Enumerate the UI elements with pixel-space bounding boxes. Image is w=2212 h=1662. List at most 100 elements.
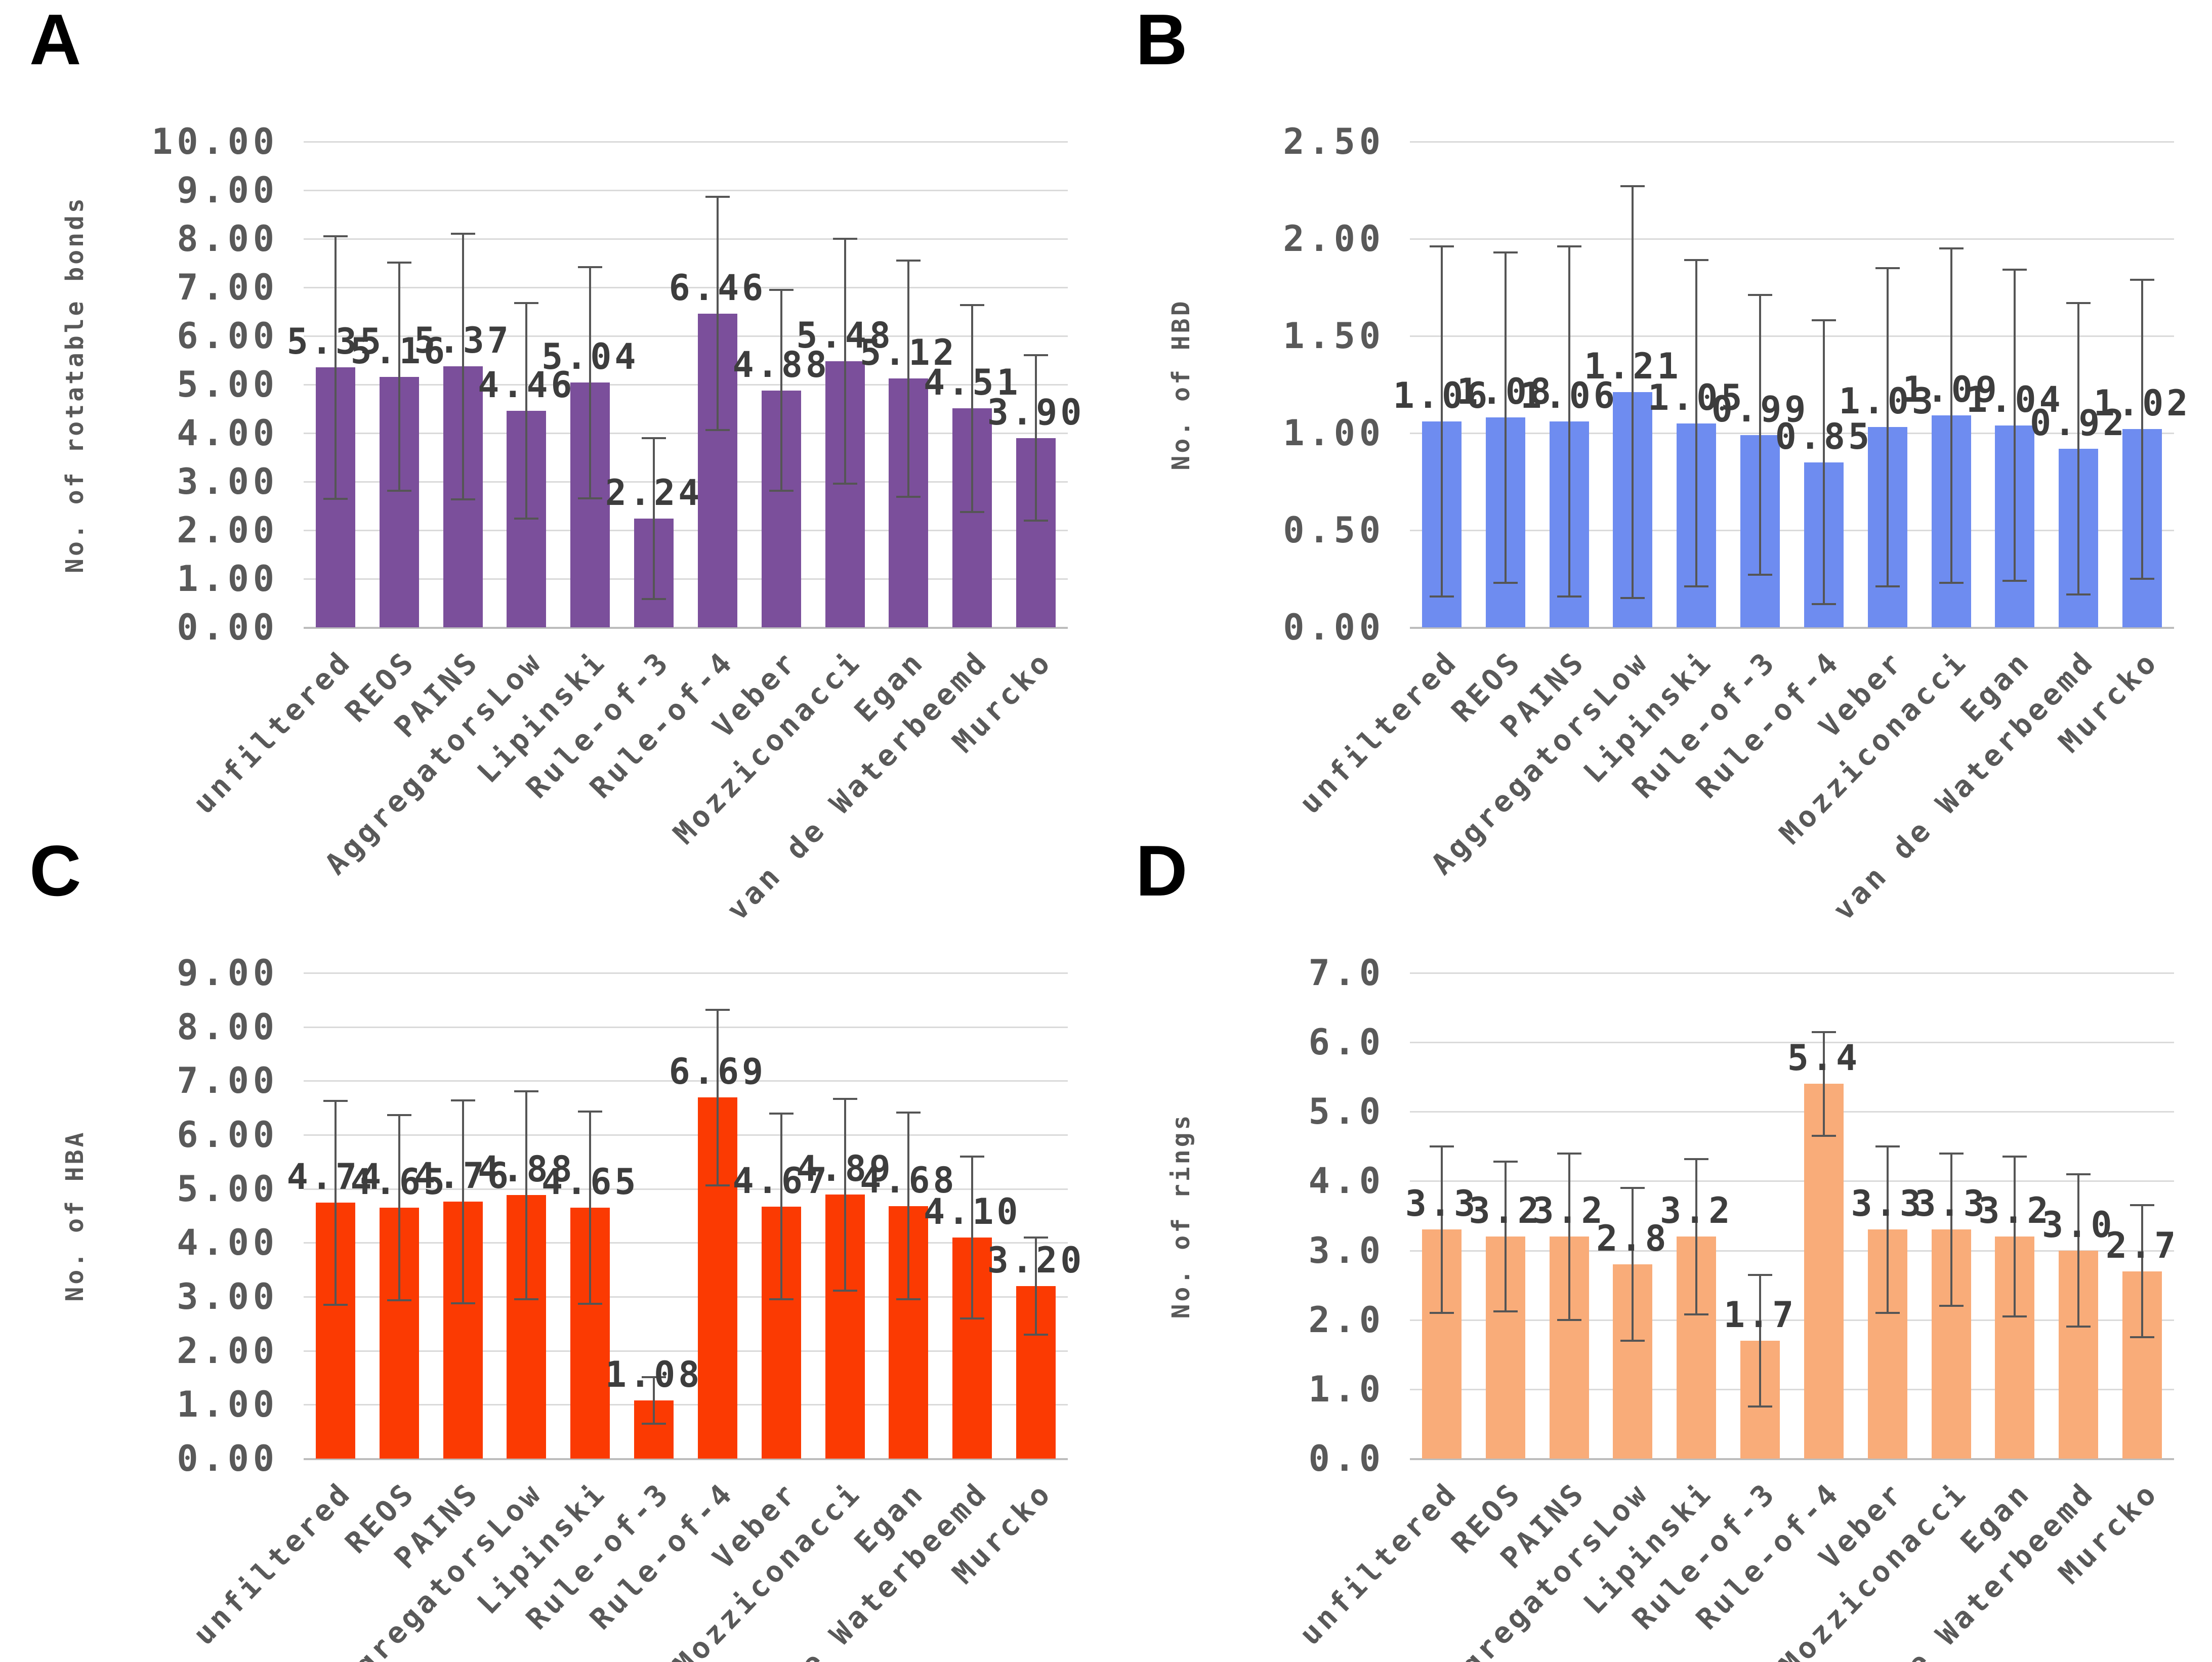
error-bar-cap-top xyxy=(642,437,666,439)
error-bar-line xyxy=(907,261,910,497)
error-bar-cap-top xyxy=(1939,1152,1964,1155)
error-bar-cap-bottom xyxy=(2002,1315,2027,1317)
panel-a: A No. of rotatable bonds 10.00 9.00 8.00 7.… xyxy=(0,0,1106,927)
error-bar-line xyxy=(1759,1274,1762,1407)
error-bar-cap-top xyxy=(2002,1156,2027,1158)
bar-value-label: 0.99 xyxy=(1711,388,1809,430)
error-bar-line xyxy=(1759,295,1762,575)
error-bar-cap-bottom xyxy=(1429,595,1454,598)
y-tick-label: 0.0 xyxy=(1308,1438,1385,1479)
error-bar-cap-bottom xyxy=(1939,581,1964,584)
error-bar-line xyxy=(1568,246,1570,596)
gridline xyxy=(304,1404,1068,1406)
y-tick-label: 0.50 xyxy=(1283,509,1385,551)
bar-value-label: 3.2 xyxy=(1978,1190,2052,1232)
error-bar-line xyxy=(1822,1032,1825,1136)
bar-value-label: 1.04 xyxy=(1966,378,2064,420)
error-bar-cap-top xyxy=(2066,1173,2091,1175)
error-bar-cap-bottom xyxy=(1684,585,1709,588)
error-bar-cap-bottom xyxy=(1684,1313,1709,1315)
bar-value-label: 3.3 xyxy=(1405,1183,1479,1225)
error-bar-cap-bottom xyxy=(578,497,603,499)
error-bar-cap-top xyxy=(1684,1158,1709,1160)
error-bar-cap-bottom xyxy=(2130,578,2155,580)
error-bar-cap-bottom xyxy=(1620,597,1645,600)
y-tick-label: 0.00 xyxy=(1283,607,1385,648)
y-tick-label: 7.00 xyxy=(177,1060,278,1102)
y-tick-label: 6.00 xyxy=(177,315,278,357)
gridline xyxy=(1410,1458,2174,1460)
error-bar-cap-bottom xyxy=(769,490,794,492)
bar-value-label: 2.7 xyxy=(2105,1224,2179,1266)
error-bar-cap-top xyxy=(1748,294,1773,296)
error-bar-cap-top xyxy=(1493,251,1518,253)
gridline xyxy=(304,1134,1068,1136)
y-tick-label: 5.00 xyxy=(177,1168,278,1210)
y-tick-label: 2.00 xyxy=(177,509,278,551)
error-bar-cap-bottom xyxy=(769,1298,794,1301)
y-tick-label: 4.00 xyxy=(177,412,278,454)
error-bar-cap-top xyxy=(1939,247,1964,250)
error-bar-line xyxy=(844,1098,846,1291)
error-bar-line xyxy=(1695,260,1698,587)
error-bar-cap-top xyxy=(2066,302,2091,304)
error-bar-cap-top xyxy=(832,1097,857,1100)
plot-area-a: 10.00 9.00 8.00 7.00 6.00 5.00 4.00 3.00 2.00 1.0… xyxy=(151,124,1081,927)
error-bar-line xyxy=(907,1113,910,1300)
bar-value-label: 3.2 xyxy=(1469,1190,1542,1232)
error-bar-cap-bottom xyxy=(896,495,921,498)
error-bar-cap-bottom xyxy=(323,1304,348,1306)
bar-value-label: 1.21 xyxy=(1584,346,1682,388)
error-bar-line xyxy=(334,1100,337,1305)
error-bar-cap-top xyxy=(896,1112,921,1114)
gridline xyxy=(304,238,1068,240)
error-bar-cap-top xyxy=(1024,354,1049,357)
error-bar-cap-top xyxy=(1748,1273,1773,1276)
bar-value-label: 6.46 xyxy=(669,267,767,309)
error-bar-cap-bottom xyxy=(1557,595,1581,598)
bar-value-label: 2.24 xyxy=(605,472,703,514)
error-bar-cap-top xyxy=(1875,267,1900,269)
error-bar-cap-bottom xyxy=(832,1290,857,1292)
y-tick-label: 1.00 xyxy=(1283,412,1385,454)
y-tick-label: 3.00 xyxy=(177,461,278,502)
bar-value-label: 0.85 xyxy=(1775,415,1873,457)
y-tick-label: 9.00 xyxy=(177,952,278,994)
error-bar-cap-bottom xyxy=(323,497,348,500)
error-bar-cap-top xyxy=(1429,1145,1454,1147)
error-bar-line xyxy=(2141,1205,2144,1337)
error-bar-cap-bottom xyxy=(832,482,857,485)
error-bar-cap-bottom xyxy=(1620,1339,1645,1342)
plot-area-d: 7.0 6.0 5.0 4.0 3.0 2.0 1.0 0.0 3.3 unfiltered 3.2… xyxy=(1292,955,2176,1662)
bar-value-label: 4.76 xyxy=(414,1155,512,1197)
error-bar-cap-bottom xyxy=(642,598,666,601)
error-bar-cap-bottom xyxy=(578,1302,603,1305)
error-bar-line xyxy=(971,305,974,512)
error-bar-line xyxy=(2077,303,2080,594)
gridline xyxy=(304,1458,1068,1460)
error-bar-line xyxy=(334,236,337,499)
error-bar-line xyxy=(1504,252,1507,583)
error-bar-cap-top xyxy=(1811,1031,1836,1033)
error-bar-cap-bottom xyxy=(1875,585,1900,588)
panel-b: B No. of HBD 2.50 2.00 1.50 1.00 0.50 0.00 1.0… xyxy=(1106,0,2212,927)
gridline xyxy=(1410,627,2174,629)
bar-value-label: 3.3 xyxy=(1914,1183,1988,1225)
error-bar-line xyxy=(1440,1146,1443,1313)
error-bar-cap-top xyxy=(769,288,794,291)
error-bar-line xyxy=(1695,1159,1698,1314)
error-bar-line xyxy=(1035,1237,1037,1335)
error-bar-cap-top xyxy=(578,266,603,268)
y-tick-label: 1.50 xyxy=(1283,315,1385,357)
plot-area-c: 9.00 8.00 7.00 6.00 5.00 4.00 3.00 2.00 1.00 0.00… xyxy=(177,955,1081,1662)
error-bar-line xyxy=(971,1156,974,1318)
bar-value-label: 4.10 xyxy=(923,1190,1021,1232)
gridline xyxy=(304,1242,1068,1244)
gridline xyxy=(304,384,1068,386)
error-bar-cap-top xyxy=(387,262,411,264)
panel-d: D No. of rings 7.0 6.0 5.0 4.0 3.0 2.0 1.0 0.0 3… xyxy=(1106,831,2212,1662)
gridline xyxy=(304,335,1068,337)
error-bar-cap-bottom xyxy=(1493,1310,1518,1313)
bar-value-label: 5.35 xyxy=(286,321,385,363)
bar-value-label: 3.3 xyxy=(1851,1183,1924,1225)
